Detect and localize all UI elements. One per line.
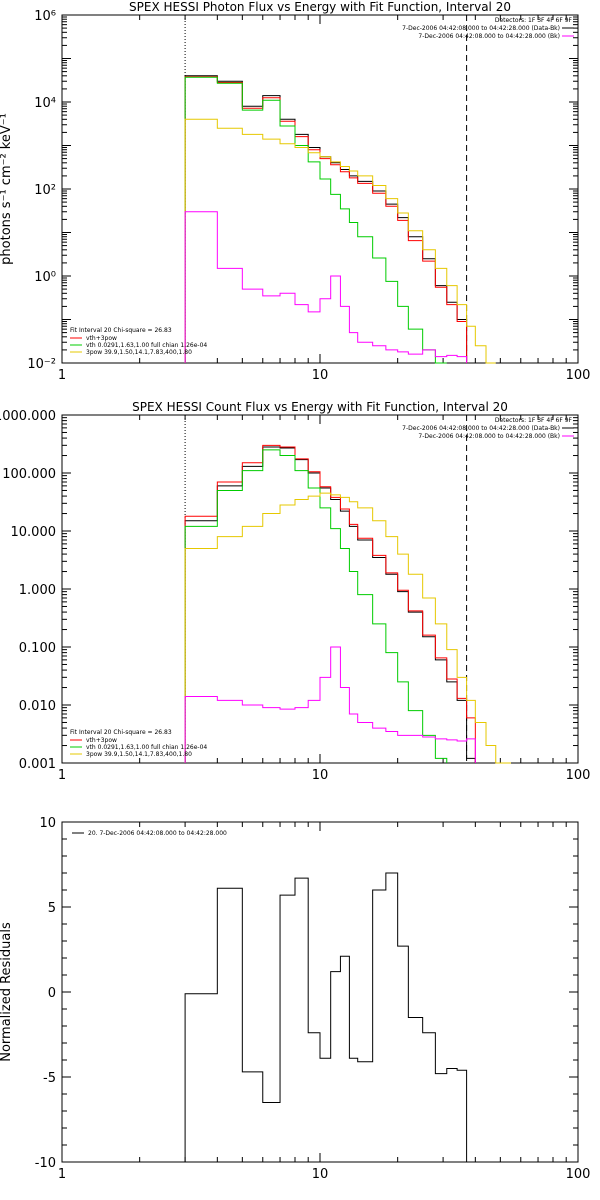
- count-legend-bottom-left: Fit Interval 20 Chi-square = 26.83 vth+3…: [70, 729, 207, 758]
- photon-series-vth-3pow: [184, 76, 468, 363]
- count-chart-title: SPEX HESSI Count Flux vs Energy with Fit…: [132, 400, 508, 414]
- photon-series-bk: [184, 211, 468, 363]
- count-legend-data-bk: 7-Dec-2006 04:42:08.000 to 04:42:28.000 …: [402, 425, 560, 432]
- photon-legend-bk: 7-Dec-2006 04:42:08.000 to 04:42:28.000 …: [418, 33, 560, 40]
- photon-series-data-bk: [184, 75, 468, 363]
- residuals-y-tick-label: -5: [43, 1071, 56, 1086]
- photon-series-3pow: [184, 118, 496, 364]
- photon-chart-title: SPEX HESSI Photon Flux vs Energy with Fi…: [129, 0, 511, 14]
- photon-x-tick-label: 10: [312, 368, 329, 383]
- residuals-x-tick-label: 1: [58, 1167, 66, 1182]
- photon-series-group: [184, 75, 496, 364]
- count-y-tick-label: 100.000: [2, 467, 56, 482]
- residuals-legend-label: 20. 7-Dec-2006 04:42:08.000 to 04:42:28.…: [88, 830, 227, 837]
- residuals-x-tick-label: 100: [566, 1167, 591, 1182]
- photon-legend-vth: vth 0.0291,1.63,1.00 full chian 1.26e-04: [86, 342, 207, 349]
- count-legend-3pow: 3pow 39.9,1.50,14.1,7.83,400,1.80: [86, 751, 192, 758]
- residuals-plot-frame: [61, 821, 579, 1163]
- photon-legend-vth3pow: vth+3pow: [86, 335, 117, 342]
- photon-legend-bottom-left: Fit Interval 20 Chi-square = 26.83 vth+3…: [70, 327, 207, 356]
- photon-legend-data-bk: 7-Dec-2006 04:42:08.000 to 04:42:28.000 …: [402, 25, 560, 32]
- residuals-y-tick-label: -10: [35, 1156, 56, 1171]
- count-legend-top-right: Detectors: 1F 3F 4F 6F 9F 7-Dec-2006 04:…: [402, 417, 574, 440]
- count-x-tick-label: 100: [566, 768, 591, 783]
- photon-flux-chart: SPEX HESSI Photon Flux vs Energy with Fi…: [0, 0, 590, 383]
- photon-legend-top-right: Detectors: 1F 3F 4F 6F 9F 7-Dec-2006 04:…: [402, 17, 574, 40]
- count-flux-chart: SPEX HESSI Count Flux vs Energy with Fit…: [0, 400, 590, 783]
- photon-y-tick-label: 10⁴: [34, 96, 56, 111]
- photon-series-vth: [184, 76, 447, 364]
- residuals-axis-ticks: 1 10 100 -10 -5 0 5 10: [35, 816, 591, 1182]
- count-legend-bk: 7-Dec-2006 04:42:08.000 to 04:42:28.000 …: [418, 433, 560, 440]
- count-series-data-bk: [184, 446, 476, 763]
- residuals-series-group: [184, 872, 468, 1162]
- residuals-chart: Normalized Residuals 1 10 100 -10 -5 0 5 10 20.…: [0, 816, 590, 1182]
- photon-y-tick-label: 10⁰: [34, 270, 56, 285]
- photon-y-tick-label: 10²: [34, 183, 56, 198]
- count-y-tick-label: 0.100: [19, 641, 56, 656]
- count-series-group: [184, 444, 512, 764]
- photon-legend-fit-interval: Fit Interval 20 Chi-square = 26.83: [70, 327, 172, 334]
- count-series-vth-3pow: [184, 444, 476, 763]
- count-series-3pow: [184, 492, 512, 764]
- count-x-tick-label: 10: [312, 768, 329, 783]
- count-plot-frame: [61, 414, 579, 764]
- residuals-series-20-7-dec-2006-04-42-08-000-to-04-42-28-000: [184, 872, 468, 1162]
- photon-y-tick-label: 10⁶: [34, 9, 56, 24]
- residuals-y-tick-label: 10: [39, 816, 56, 831]
- count-y-tick-label: 0.010: [19, 699, 56, 714]
- count-axis-ticks: 1 10 100 0.001 0.010 0.100 1.000 10.000 100.000 1…: [0, 409, 590, 783]
- residuals-y-tick-label: 0: [48, 986, 56, 1001]
- photon-x-tick-label: 100: [566, 368, 591, 383]
- count-legend-detectors: Detectors: 1F 3F 4F 6F 9F: [495, 417, 573, 424]
- photon-vlines: [184, 15, 468, 363]
- count-legend-vth3pow: vth+3pow: [86, 737, 117, 744]
- count-y-tick-label: 0.001: [19, 757, 56, 772]
- count-legend-fit-interval: Fit Interval 20 Chi-square = 26.83: [70, 729, 172, 736]
- residuals-y-tick-label: 5: [48, 901, 56, 916]
- count-series-bk: [184, 646, 476, 763]
- photon-y-tick-label: 10⁻²: [27, 357, 56, 372]
- photon-y-axis-label: photons s⁻¹ cm⁻² keV⁻¹: [0, 113, 14, 265]
- count-legend-vth: vth 0.0291,1.63,1.00 full chian 1.26e-04: [86, 744, 207, 751]
- photon-x-tick-label: 1: [58, 368, 66, 383]
- residuals-y-axis-label: Normalized Residuals: [0, 922, 14, 1062]
- count-y-tick-label: 10.000: [11, 525, 57, 540]
- count-x-tick-label: 1: [58, 768, 66, 783]
- photon-legend-3pow: 3pow 39.9,1.50,14.1,7.83,400,1.80: [86, 349, 192, 356]
- count-series-vth: [184, 449, 448, 763]
- photon-axis-ticks: 1 10 100 10⁻² 10⁰ 10² 10⁴ 10⁶: [27, 9, 590, 383]
- residuals-x-tick-label: 10: [312, 1167, 329, 1182]
- count-y-tick-label: 1000.000: [0, 409, 56, 424]
- count-y-tick-label: 1.000: [19, 583, 56, 598]
- residuals-legend: 20. 7-Dec-2006 04:42:08.000 to 04:42:28.…: [72, 830, 227, 837]
- photon-legend-detectors: Detectors: 1F 3F 4F 6F 9F: [495, 17, 573, 24]
- count-vlines: [184, 415, 468, 763]
